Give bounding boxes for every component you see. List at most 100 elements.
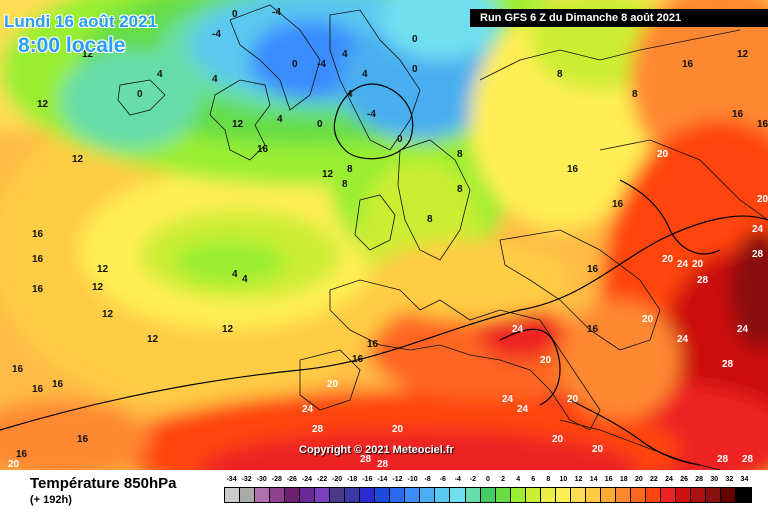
- legend-tick-label: 6: [531, 476, 536, 483]
- isotherm-label: 12: [37, 99, 49, 110]
- isotherm-label: 20: [552, 434, 564, 445]
- legend-swatch: [570, 488, 586, 502]
- legend-tick-label: -2: [469, 476, 477, 483]
- isotherm-label: 20: [642, 314, 654, 325]
- isotherm-label: 0: [397, 134, 403, 145]
- isotherm-label: 16: [367, 339, 379, 350]
- isotherm-label: 20: [392, 424, 404, 435]
- legend-swatch: [225, 488, 241, 502]
- isotherm-label: 12: [147, 334, 159, 345]
- isotherm-label: 24: [302, 404, 314, 415]
- legend-tick-label: -34: [226, 476, 237, 483]
- isotherm-label: 8: [347, 164, 353, 175]
- isotherm-label: 16: [32, 384, 44, 395]
- legend-swatch: [555, 488, 571, 502]
- isotherm-label: -4: [367, 109, 376, 120]
- legend-tick-label: 34: [740, 476, 749, 483]
- isotherm-label: 16: [32, 229, 44, 240]
- legend-swatch: [405, 488, 421, 502]
- legend-swatch: [525, 488, 541, 502]
- legend-tick-label: -6: [439, 476, 446, 483]
- legend-tick-label: -16: [362, 476, 373, 483]
- legend-swatch: [706, 488, 722, 502]
- isotherm-label: 16: [52, 379, 64, 390]
- isotherm-label: 4: [277, 114, 283, 125]
- isotherm-label: 16: [32, 254, 44, 265]
- legend-tick-label: -18: [347, 476, 358, 483]
- isotherm-label: 16: [587, 324, 599, 335]
- legend-swatch: [255, 488, 271, 502]
- isotherm-label: 0: [137, 89, 143, 100]
- legend-tick-label: -30: [256, 476, 267, 483]
- legend-swatch: [675, 488, 691, 502]
- legend-tick-label: -8: [424, 476, 431, 483]
- isotherm-label: -4: [272, 7, 281, 18]
- valid-time: 8:00 locale: [18, 34, 126, 57]
- isotherm-label: 4: [242, 274, 248, 285]
- isotherm-label: 16: [612, 199, 624, 210]
- isotherm-label: 16: [732, 109, 744, 120]
- isotherm-label: 28: [752, 249, 764, 260]
- isotherm-label: 24: [677, 334, 689, 345]
- isotherm-label: 28: [717, 454, 729, 465]
- isotherm-label: 12: [97, 264, 109, 275]
- isotherm-label: 12: [322, 169, 334, 180]
- isotherm-label: 8: [457, 149, 463, 160]
- isotherm-label: 20: [8, 459, 20, 470]
- legend-swatch: [510, 488, 526, 502]
- isotherm-label: 20: [692, 259, 704, 270]
- legend-tick-label: -28: [271, 476, 282, 483]
- temperature-map: -4 -4 0 4 0 0 4 0 -4 4 4 0 -4 0 0 4 8 8 8 12 12 12 16 12 4 4 12 8 8 4…: [0, 0, 768, 470]
- legend-tick-label: 28: [695, 476, 704, 483]
- legend-tick-label: 4: [516, 476, 521, 483]
- isotherm-label: 20: [662, 254, 674, 265]
- isotherm-label: 28: [722, 359, 734, 370]
- isotherm-label: 24: [517, 404, 529, 415]
- legend-tick-label: -20: [332, 476, 343, 483]
- isotherm-label: 12: [82, 49, 94, 60]
- isotherm-label: 4: [157, 69, 163, 80]
- legend-swatch: [300, 488, 316, 502]
- isotherm-label: 28: [377, 459, 389, 470]
- isotherm-label: 16: [257, 144, 269, 155]
- isotherm-label: 20: [592, 444, 604, 455]
- isotherm-label: 16: [12, 364, 24, 375]
- isotherm-label: 0: [412, 64, 418, 75]
- legend-swatch: [660, 488, 676, 502]
- legend-swatch: [600, 488, 616, 502]
- isotherm-label: 24: [677, 259, 689, 270]
- isotherm-label: 28: [742, 454, 754, 465]
- legend-swatch: [330, 488, 346, 502]
- legend-swatch: [420, 488, 436, 502]
- legend-swatch: [390, 488, 406, 502]
- isotherm-label: 0: [317, 119, 323, 130]
- isotherm-label: 20: [567, 394, 579, 405]
- legend-tick-label: 10: [559, 476, 568, 483]
- copyright-notice: Copyright © 2021 Meteociel.fr: [299, 444, 454, 456]
- legend-swatch: [375, 488, 391, 502]
- isotherm-label: 20: [540, 355, 552, 366]
- isotherm-label: 16: [32, 284, 44, 295]
- isotherm-label: 16: [567, 164, 579, 175]
- legend-color-bar: [224, 487, 752, 503]
- isotherm-label: 16: [682, 59, 694, 70]
- isotherm-label: 28: [312, 424, 324, 435]
- legend-tick-label: -22: [316, 476, 328, 483]
- isotherm-label: 24: [512, 324, 524, 335]
- color-scale-legend: -34 -32 -30 -28 -26 -24 -22 -20 -18 -16 -14 -12 -10-…: [224, 476, 752, 503]
- legend-swatch: [285, 488, 301, 502]
- forecast-offset: (+ 192h): [30, 494, 72, 506]
- legend-swatch: [270, 488, 286, 502]
- isotherm-label: 12: [92, 282, 104, 293]
- legend-tick-label: 30: [710, 476, 719, 483]
- isotherm-label: 12: [737, 49, 749, 60]
- legend-tick-label: 26: [680, 476, 688, 483]
- isotherm-label: 16: [757, 119, 768, 130]
- legend-tick-label: 32: [725, 476, 734, 483]
- isotherm-label: 16: [16, 449, 28, 460]
- legend-swatch: [630, 488, 646, 502]
- map-title: Température 850hPa: [30, 475, 177, 492]
- legend-tick-label: 18: [619, 476, 628, 483]
- isotherm-label: 4: [232, 269, 238, 280]
- isotherm-label: 12: [222, 324, 234, 335]
